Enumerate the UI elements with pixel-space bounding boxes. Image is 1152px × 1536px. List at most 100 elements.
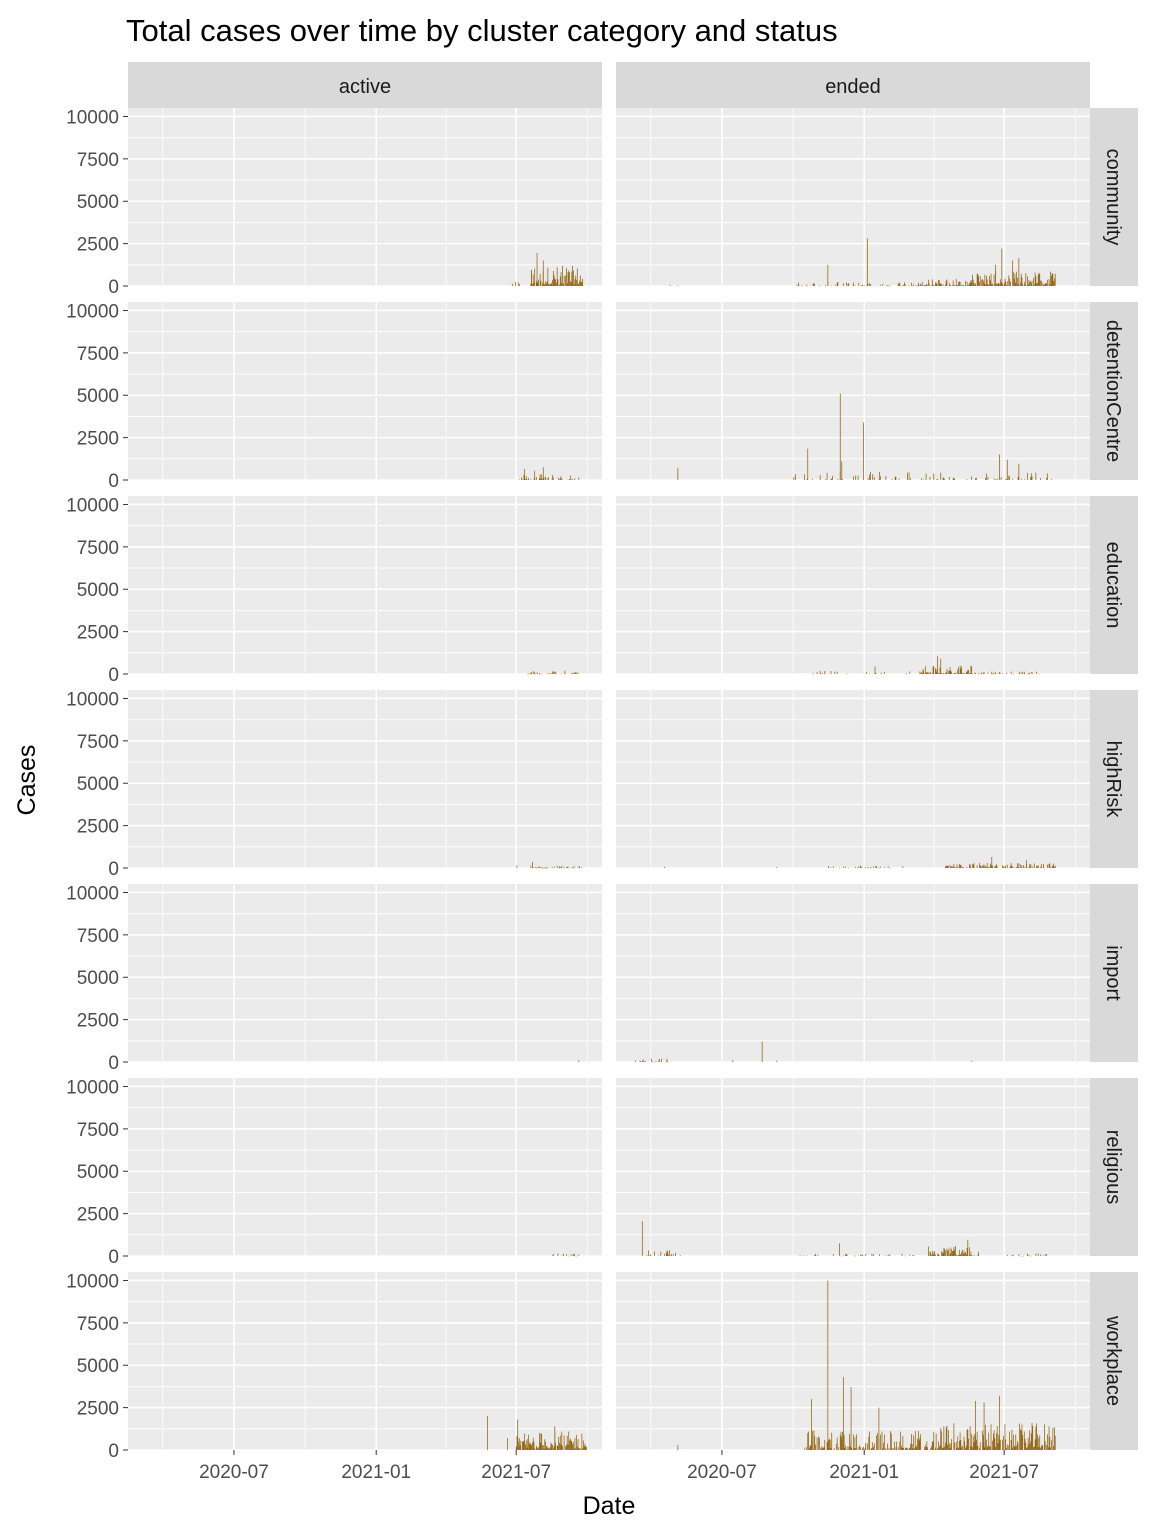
bar: [665, 1061, 667, 1062]
column-strip-label: active: [339, 76, 391, 98]
bar: [651, 1061, 653, 1063]
bar: [531, 1445, 532, 1450]
bar: [565, 673, 567, 675]
bar: [939, 1445, 941, 1450]
bar: [969, 1247, 970, 1256]
bar: [559, 866, 560, 868]
bar: [561, 673, 563, 675]
bar: [922, 668, 924, 674]
bar: [975, 283, 976, 286]
bar: [992, 865, 993, 868]
bar: [819, 475, 821, 480]
bar: [1046, 477, 1048, 480]
bar: [1012, 478, 1014, 480]
bar: [586, 1446, 587, 1450]
bar: [978, 673, 980, 674]
bar: [1033, 1447, 1034, 1450]
bar: [905, 1447, 907, 1450]
bar: [535, 867, 536, 868]
bar: [940, 658, 942, 674]
y-tick-label: 10000: [66, 495, 119, 516]
bar: [645, 1061, 646, 1062]
bar: [1038, 673, 1040, 675]
bar: [946, 1425, 948, 1450]
bar: [562, 265, 563, 286]
bar: [943, 673, 945, 674]
bar: [550, 672, 552, 674]
bar: [1035, 1253, 1037, 1256]
bar: [975, 477, 977, 480]
bar: [1033, 284, 1035, 286]
bar: [969, 1255, 971, 1256]
bar: [813, 283, 815, 286]
bar: [932, 1441, 934, 1450]
bar: [820, 673, 822, 675]
bar: [932, 284, 934, 286]
bar: [986, 862, 988, 868]
bar: [958, 1254, 959, 1256]
bar: [880, 284, 881, 286]
y-tick-label: 0: [108, 1247, 119, 1268]
bar: [839, 1243, 840, 1256]
bar: [962, 284, 964, 286]
bar: [946, 865, 948, 868]
bar: [836, 1443, 837, 1450]
bar: [528, 1434, 529, 1450]
bar: [954, 478, 956, 480]
bar: [847, 283, 849, 286]
bar: [999, 1395, 1000, 1450]
bar: [542, 478, 543, 480]
bar: [982, 280, 984, 286]
bar: [924, 285, 925, 286]
bar: [998, 1435, 1000, 1450]
bar: [973, 863, 975, 868]
bar: [980, 866, 982, 868]
bar: [845, 866, 847, 868]
bar: [1035, 1426, 1037, 1450]
bar: [1006, 459, 1008, 480]
bar: [953, 478, 955, 480]
bar: [661, 1058, 662, 1062]
bar: [996, 284, 998, 286]
bar: [530, 673, 532, 675]
bar: [992, 672, 994, 674]
bar: [572, 867, 573, 869]
column-strip-label: ended: [825, 76, 881, 98]
bar: [816, 671, 818, 674]
bar: [1020, 282, 1021, 286]
bar: [537, 282, 539, 286]
bar: [952, 1250, 953, 1256]
bar: [863, 285, 865, 286]
bar: [565, 1446, 567, 1450]
bar: [543, 867, 545, 869]
bar: [540, 867, 542, 868]
bar: [1020, 1255, 1022, 1257]
bar: [913, 1435, 915, 1450]
bar: [967, 285, 969, 286]
bar: [1010, 671, 1012, 674]
bar: [545, 281, 546, 286]
bar: [536, 867, 538, 868]
bar: [641, 1061, 643, 1062]
bar: [825, 673, 826, 675]
bar: [915, 285, 917, 286]
bar: [511, 283, 513, 286]
bar: [866, 285, 867, 287]
bar: [566, 1435, 568, 1450]
bar: [814, 284, 816, 286]
bar: [516, 865, 518, 868]
bar: [849, 1433, 850, 1450]
bar: [919, 1437, 921, 1450]
bar: [554, 1426, 556, 1450]
bar: [581, 1433, 583, 1450]
bar: [972, 274, 973, 286]
bar: [544, 867, 546, 869]
y-tick-label: 10000: [66, 1077, 119, 1098]
bar: [989, 863, 991, 868]
bar: [844, 1448, 846, 1450]
bar: [824, 671, 826, 674]
y-tick-label: 10000: [66, 301, 119, 322]
bar: [549, 284, 551, 286]
bar: [805, 284, 807, 286]
bar: [642, 1059, 644, 1062]
